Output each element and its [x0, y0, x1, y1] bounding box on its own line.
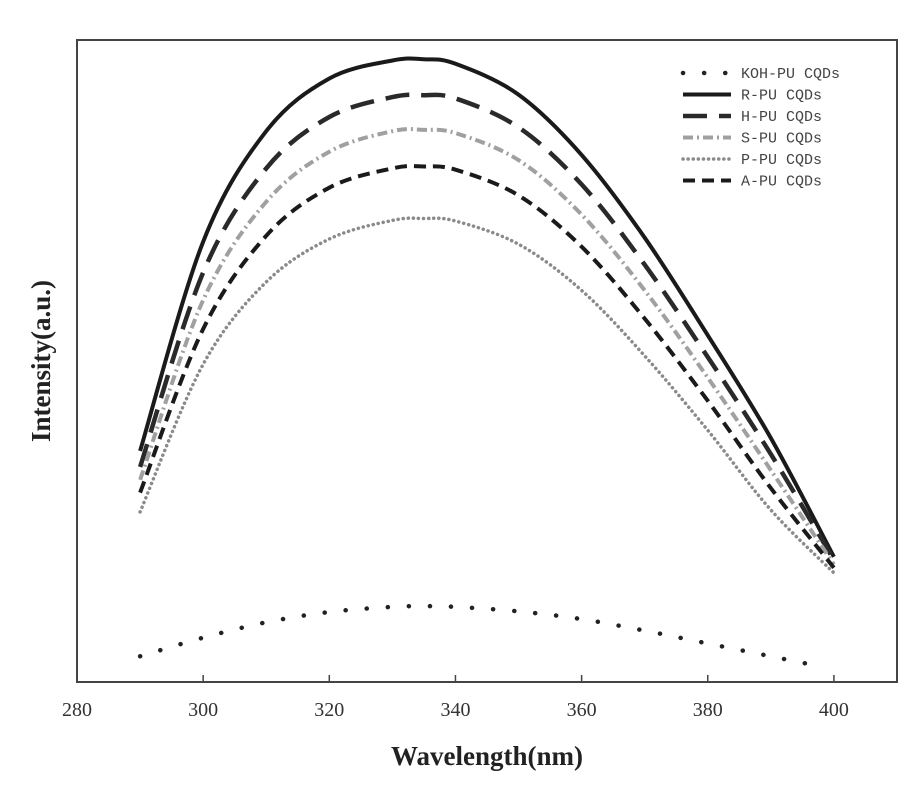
x-tick-label: 300 [188, 699, 218, 721]
x-axis-title: Wavelength(nm) [391, 741, 583, 771]
y-axis-title: Intensity(a.u.) [26, 280, 56, 442]
legend-label-a-pu-cqds: A-PU CQDs [741, 174, 822, 191]
series-line-r-pu-cqds [140, 58, 834, 556]
x-tick-label: 400 [819, 699, 849, 721]
legend-label-s-pu-cqds: S-PU CQDs [741, 131, 822, 148]
x-tick-label: 320 [314, 699, 344, 721]
series-layer [140, 58, 834, 665]
series-line-p-pu-cqds [140, 218, 834, 573]
legend-label-r-pu-cqds: R-PU CQDs [741, 88, 822, 105]
x-tick-label: 380 [693, 699, 723, 721]
legend: KOH-PU CQDs R-PU CQDs H-PU CQDs S-PU CQDs P-… [683, 66, 840, 191]
legend-label-koh-pu-cqds: KOH-PU CQDs [741, 66, 840, 83]
legend-label-h-pu-cqds: H-PU CQDs [741, 109, 822, 126]
legend-label-p-pu-cqds: P-PU CQDs [741, 152, 822, 169]
series-line-koh-pu-cqds [140, 606, 815, 665]
x-tick-label: 360 [567, 699, 597, 721]
x-tick-label: 280 [62, 699, 92, 721]
x-tick-label: 340 [440, 699, 470, 721]
